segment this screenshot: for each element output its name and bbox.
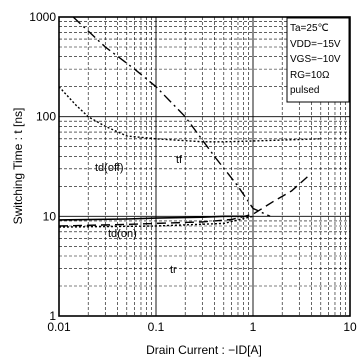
y-tick-label: 1000 — [29, 10, 56, 24]
condition-vdd: VDD=−15V — [290, 39, 341, 50]
x-tick-label: 0.1 — [148, 320, 165, 334]
series-labels: tf td(off) td(on) tr — [95, 154, 183, 276]
conditions-legend: Ta=25℃ VDD=−15V VGS=−10V RG=10Ω pulsed — [286, 17, 350, 103]
series-line-td-on — [58, 215, 249, 221]
y-tick-label: 1 — [49, 309, 56, 323]
x-axis-title: Drain Current : −ID[A] — [146, 343, 262, 357]
y-axis-title: Switching Time : t [ns] — [11, 108, 25, 225]
series-label-td-on: td(on) — [108, 228, 137, 240]
series-label-td-off: td(off) — [95, 162, 124, 174]
condition-vgs: VGS=−10V — [290, 54, 341, 65]
tick-labels: 0.01 0.1 1 10 1 10 100 1000 — [29, 10, 357, 334]
condition-ta: Ta=25℃ — [290, 23, 329, 34]
y-tick-label: 100 — [36, 110, 56, 124]
series-line-td-off — [58, 86, 321, 143]
x-tick-label: 10 — [343, 320, 357, 334]
series-line-tf — [72, 16, 271, 217]
conditions-box-frame — [286, 17, 350, 103]
x-tick-label: 0.01 — [47, 320, 71, 334]
condition-rg: RG=10Ω — [290, 70, 330, 81]
series-line-4 — [58, 215, 254, 228]
x-tick-label: 1 — [250, 320, 257, 334]
series-lines — [58, 16, 321, 228]
y-tick-label: 10 — [43, 209, 57, 223]
condition-pulsed: pulsed — [290, 85, 319, 96]
series-line-tr — [58, 172, 312, 227]
plot-frame — [58, 16, 351, 317]
series-label-tr: tr — [170, 264, 177, 276]
series-label-tf: tf — [176, 154, 183, 166]
